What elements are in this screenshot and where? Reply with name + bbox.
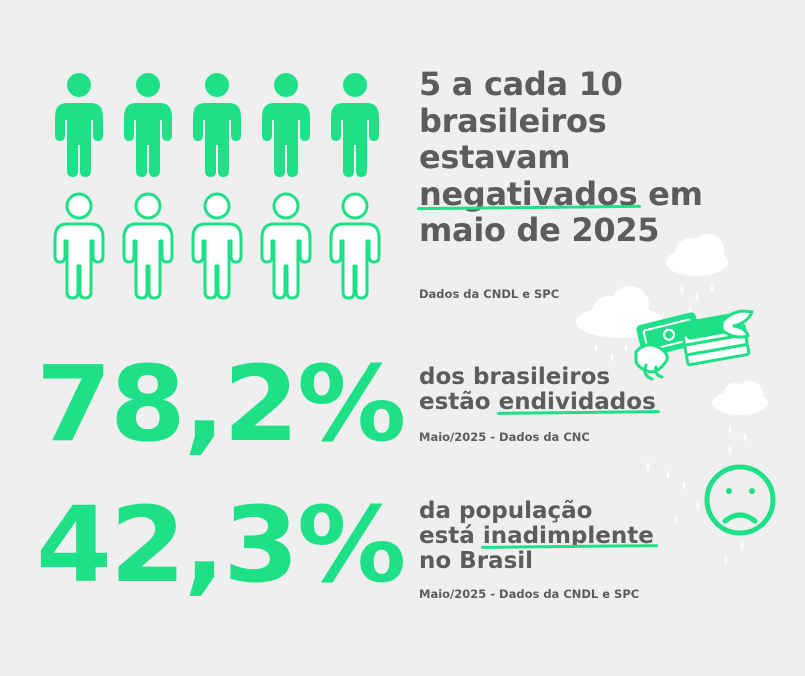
stat-debt-line2: estão endividados — [419, 390, 656, 415]
stat-debt-highlight: endividados — [498, 389, 656, 415]
stat-default-line2: está inadimplente — [419, 524, 654, 549]
headline-line2: brasileiros — [419, 101, 607, 140]
stat-default-highlight: inadimplente — [482, 523, 654, 549]
headline: 5 a cada 10 brasileiros estavam negativa… — [419, 66, 779, 249]
stat-default-prefix: está — [419, 523, 483, 549]
source-people: Dados da CNDL e SPC — [419, 287, 560, 301]
stat-default-value: 42,3% — [36, 484, 406, 606]
stat-debt-text: dos brasileiros estão endividados — [419, 365, 656, 415]
headline-highlight: negativados — [419, 174, 638, 213]
headline-line3: estavam — [419, 138, 571, 176]
stat-debt-prefix: estão — [419, 389, 499, 415]
rain-cloud-icon — [576, 234, 768, 415]
source-debt: Maio/2025 - Dados da CNC — [419, 430, 590, 444]
stat-default-text: da população está inadimplente no Brasil — [419, 499, 654, 574]
source-default: Maio/2025 - Dados da CNDL e SPC — [419, 587, 640, 601]
flying-money-icon — [634, 309, 754, 381]
headline-line4: negativados em — [419, 174, 779, 213]
stat-debt-line1: dos brasileiros — [419, 364, 611, 390]
stat-debt-value: 78,2% — [36, 343, 406, 465]
stat-default-line3: no Brasil — [419, 548, 534, 574]
stat-default-line1: da população — [419, 498, 593, 524]
headline-line1: 5 a cada 10 — [419, 65, 623, 103]
headline-em: em — [637, 174, 703, 213]
sad-face-icon — [704, 464, 776, 536]
headline-line5: maio de 2025 — [419, 211, 660, 249]
